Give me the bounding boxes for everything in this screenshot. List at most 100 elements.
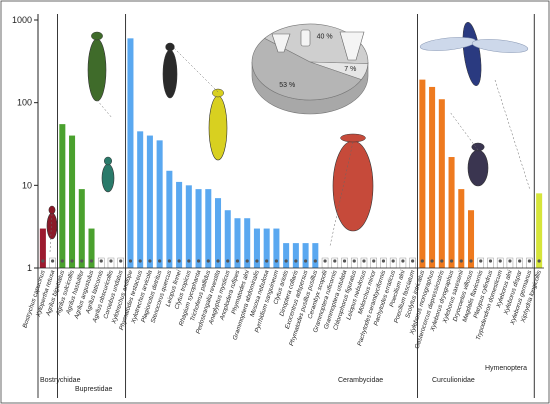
bar-marker <box>265 259 269 263</box>
beetle-illustration-agrilus-head <box>91 31 103 41</box>
beetle-illustration-pyrrhidium-head <box>340 133 366 143</box>
bar-marker <box>158 259 162 263</box>
family-label: Bostrychidae <box>40 377 81 384</box>
bar <box>429 86 436 268</box>
wasp-wing <box>471 39 529 53</box>
bar-marker <box>313 259 317 263</box>
bar-marker <box>372 259 376 263</box>
beetle-illustration-xylotrechus <box>208 95 228 161</box>
beetle-illustration-xyleborus <box>467 149 489 187</box>
bar-marker <box>70 259 74 263</box>
bar-marker <box>284 259 288 263</box>
bar-marker <box>479 259 483 263</box>
beetle-illustration-phymatodes <box>162 49 178 99</box>
beetle-illustration-xyleborus-head <box>471 142 485 152</box>
bar-marker <box>99 259 103 263</box>
bar-marker <box>50 259 55 263</box>
beetle-illustration-bostrychus <box>46 212 58 240</box>
bottle-trap-icon <box>300 29 311 47</box>
bar <box>312 243 319 268</box>
bar <box>39 228 46 268</box>
bar-marker <box>362 259 366 263</box>
y-tick-label: 1 <box>27 263 32 273</box>
family-label: Cerambycidae <box>338 377 383 384</box>
bar-marker <box>235 259 240 263</box>
family-label: Curculionidae <box>432 377 475 384</box>
bar <box>244 218 251 268</box>
bar <box>215 198 222 268</box>
bar <box>273 228 280 268</box>
bar-marker <box>537 259 541 263</box>
beetle-illustration-coroebus-head <box>104 156 112 166</box>
bar-marker <box>89 259 94 263</box>
bar-marker <box>420 259 424 263</box>
bar-marker <box>342 259 347 263</box>
funnel-trap-icon <box>339 31 365 61</box>
bar <box>146 135 153 268</box>
leader-line <box>96 99 113 119</box>
y-tick-label: 1000 <box>12 15 32 25</box>
leader-line <box>494 79 531 191</box>
bar <box>176 181 183 268</box>
bar <box>137 131 144 268</box>
pie-slice-label: 7 % <box>344 66 356 73</box>
bar <box>283 243 290 268</box>
bar <box>195 189 202 268</box>
bar-marker <box>333 259 337 263</box>
y-tick-label: 10 <box>22 180 32 190</box>
bar-marker <box>294 259 298 263</box>
bar <box>536 193 543 268</box>
bar-marker <box>128 259 133 263</box>
bar <box>88 228 95 268</box>
bar-marker <box>274 259 279 263</box>
bar-marker <box>498 259 502 263</box>
bar-marker <box>41 259 45 263</box>
pie-slice <box>251 38 362 101</box>
beetle-illustration-agrilus <box>87 38 107 102</box>
bar-marker <box>459 259 463 263</box>
bar <box>185 185 192 268</box>
bar-marker <box>177 259 181 263</box>
wasp-illustration-xiphydria <box>462 22 482 86</box>
bar <box>78 189 85 268</box>
bar-marker <box>148 259 152 263</box>
bar-marker <box>488 259 493 263</box>
bar-marker <box>381 259 386 263</box>
bar-marker <box>187 259 191 263</box>
bar-marker <box>401 259 405 263</box>
family-label: Hymenoptera <box>485 365 527 372</box>
bar <box>468 210 475 268</box>
bar <box>263 228 270 268</box>
beetle-illustration-coroebus <box>101 163 115 193</box>
pie-slice-label: 53 % <box>279 82 295 89</box>
y-tick-label: 100 <box>17 98 32 108</box>
bar-marker <box>411 259 415 263</box>
bar-marker <box>469 259 473 263</box>
beetle-illustration-xylotrechus-head <box>212 88 224 98</box>
leader-line <box>329 141 354 247</box>
bar-marker <box>167 259 171 263</box>
funnel-trap-icon <box>271 33 291 53</box>
bar <box>205 189 212 268</box>
bar <box>292 243 299 268</box>
bar <box>438 99 445 268</box>
pie-slice-label: 40 % <box>317 33 333 40</box>
bar-marker <box>226 259 230 263</box>
bar-marker <box>352 259 356 263</box>
bar <box>69 135 76 268</box>
bar-marker <box>216 259 220 263</box>
bar-marker <box>119 259 123 263</box>
bar-marker <box>196 259 201 263</box>
bar-marker <box>206 259 210 263</box>
bar <box>253 228 260 268</box>
bar <box>59 124 66 268</box>
beetle-illustration-bostrychus-head <box>48 205 56 215</box>
bar <box>458 189 465 268</box>
bar-marker <box>109 259 113 263</box>
family-label: Buprestidae <box>75 386 112 393</box>
bar <box>156 140 163 268</box>
bar-marker <box>303 259 308 263</box>
